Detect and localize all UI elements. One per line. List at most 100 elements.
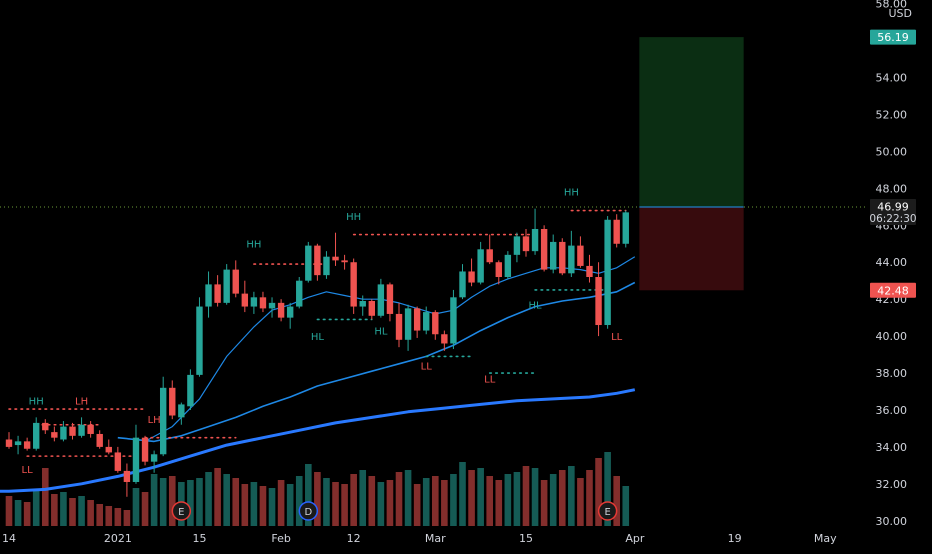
event-marker-label: D [304, 507, 312, 518]
y-tick-label: 36.00 [876, 404, 908, 417]
volume-bar [577, 478, 584, 526]
volume-bar [404, 470, 412, 526]
swing-label-hh: HH [29, 396, 44, 407]
candle-body [123, 470, 131, 482]
candle-body [386, 284, 394, 314]
candle-body [423, 312, 430, 331]
candle-body [23, 441, 31, 449]
volume-bar [87, 500, 94, 526]
event-marker[interactable] [597, 501, 618, 521]
volume-bar [413, 484, 421, 526]
candle-body [350, 262, 357, 307]
event-marker[interactable] [298, 501, 319, 521]
candle-body [531, 228, 539, 252]
volume-bar [441, 480, 448, 526]
volume-bar [223, 474, 230, 526]
volume-bar [295, 476, 303, 526]
volume-bar [96, 504, 103, 526]
candle-body [513, 236, 521, 255]
swing-label-ll: LL [421, 361, 433, 372]
volume-bar [114, 508, 122, 526]
volume-bar [78, 496, 85, 526]
candle-body [5, 439, 13, 447]
y-tick-label: 38.00 [876, 367, 908, 380]
x-tick-label: 2021 [104, 532, 132, 545]
candle-body [522, 236, 530, 252]
volume-bar [486, 476, 494, 526]
moving-average-mid [117, 281, 636, 443]
candle-body [105, 446, 112, 453]
candle-body [477, 249, 484, 283]
y-tick-label: 50.00 [876, 145, 908, 158]
swing-label-ll: LL [484, 374, 496, 385]
candle-body [568, 245, 575, 274]
candle-body [250, 297, 258, 307]
volume-bar [386, 480, 394, 526]
volume-bar [531, 468, 539, 526]
candle-body [87, 424, 94, 434]
candle-body [459, 271, 466, 298]
volume-bar [604, 452, 611, 526]
volume-bar [368, 476, 376, 526]
candle-body [323, 256, 330, 276]
swing-label-lh: LH [148, 415, 161, 426]
candle-body [214, 284, 221, 303]
volume-bar [159, 478, 167, 526]
candle-body [613, 219, 620, 244]
candle-body [277, 302, 285, 318]
volume-bar [595, 458, 602, 526]
volume-bar [123, 510, 131, 526]
y-tick-label: 54.00 [876, 72, 908, 85]
y-tick-label: 52.00 [876, 108, 908, 121]
volume-bar [14, 500, 22, 526]
volume-bar [214, 468, 221, 526]
volume-bar [350, 474, 357, 526]
candle-body [377, 284, 385, 316]
event-marker[interactable] [171, 501, 192, 521]
candle-body [586, 265, 593, 278]
x-tick-label: 19 [728, 532, 742, 545]
candle-body [14, 441, 22, 446]
volume-bar [495, 480, 503, 526]
volume-bar [259, 486, 267, 526]
candle-body [395, 313, 403, 340]
volume-bar [477, 468, 484, 526]
volume-bar [468, 470, 475, 526]
candle-body [368, 301, 375, 316]
volume-bar [613, 476, 620, 526]
currency-label[interactable]: USD [888, 7, 912, 20]
risk-reward-tool[interactable] [0, 37, 865, 291]
candle-body [622, 212, 629, 244]
event-marker-label: E [178, 507, 184, 518]
y-tick-label: 44.00 [876, 256, 908, 269]
volume-bar [41, 468, 49, 526]
candle-body [169, 387, 176, 416]
x-tick-label: Mar [425, 532, 446, 545]
volume-bar [241, 484, 249, 526]
swing-label-hl: HL [374, 326, 388, 337]
y-tick-label: 32.00 [876, 478, 908, 491]
x-tick-label: 12 [347, 532, 361, 545]
candle-body [604, 219, 611, 326]
candle-body [33, 422, 40, 449]
y-tick-label: 40.00 [876, 330, 908, 343]
volume-bar [60, 492, 67, 526]
swing-label-hh: HH [346, 212, 361, 223]
volume-bar [150, 474, 158, 526]
candle-body [60, 426, 67, 440]
swing-label-hh: HH [564, 188, 579, 199]
swing-label-hl: HL [529, 300, 543, 311]
price-tag-label: 42.48 [877, 284, 909, 297]
volume-bar [558, 470, 566, 526]
loss-zone [639, 207, 744, 291]
price-axis[interactable]: USD 30.0032.0034.0036.0038.0040.0042.004… [876, 0, 913, 528]
candle-body [468, 271, 475, 283]
candle-body [341, 260, 348, 263]
volume-bar [168, 476, 176, 526]
volume-bar [5, 496, 13, 526]
x-tick-label: Apr [625, 532, 645, 545]
